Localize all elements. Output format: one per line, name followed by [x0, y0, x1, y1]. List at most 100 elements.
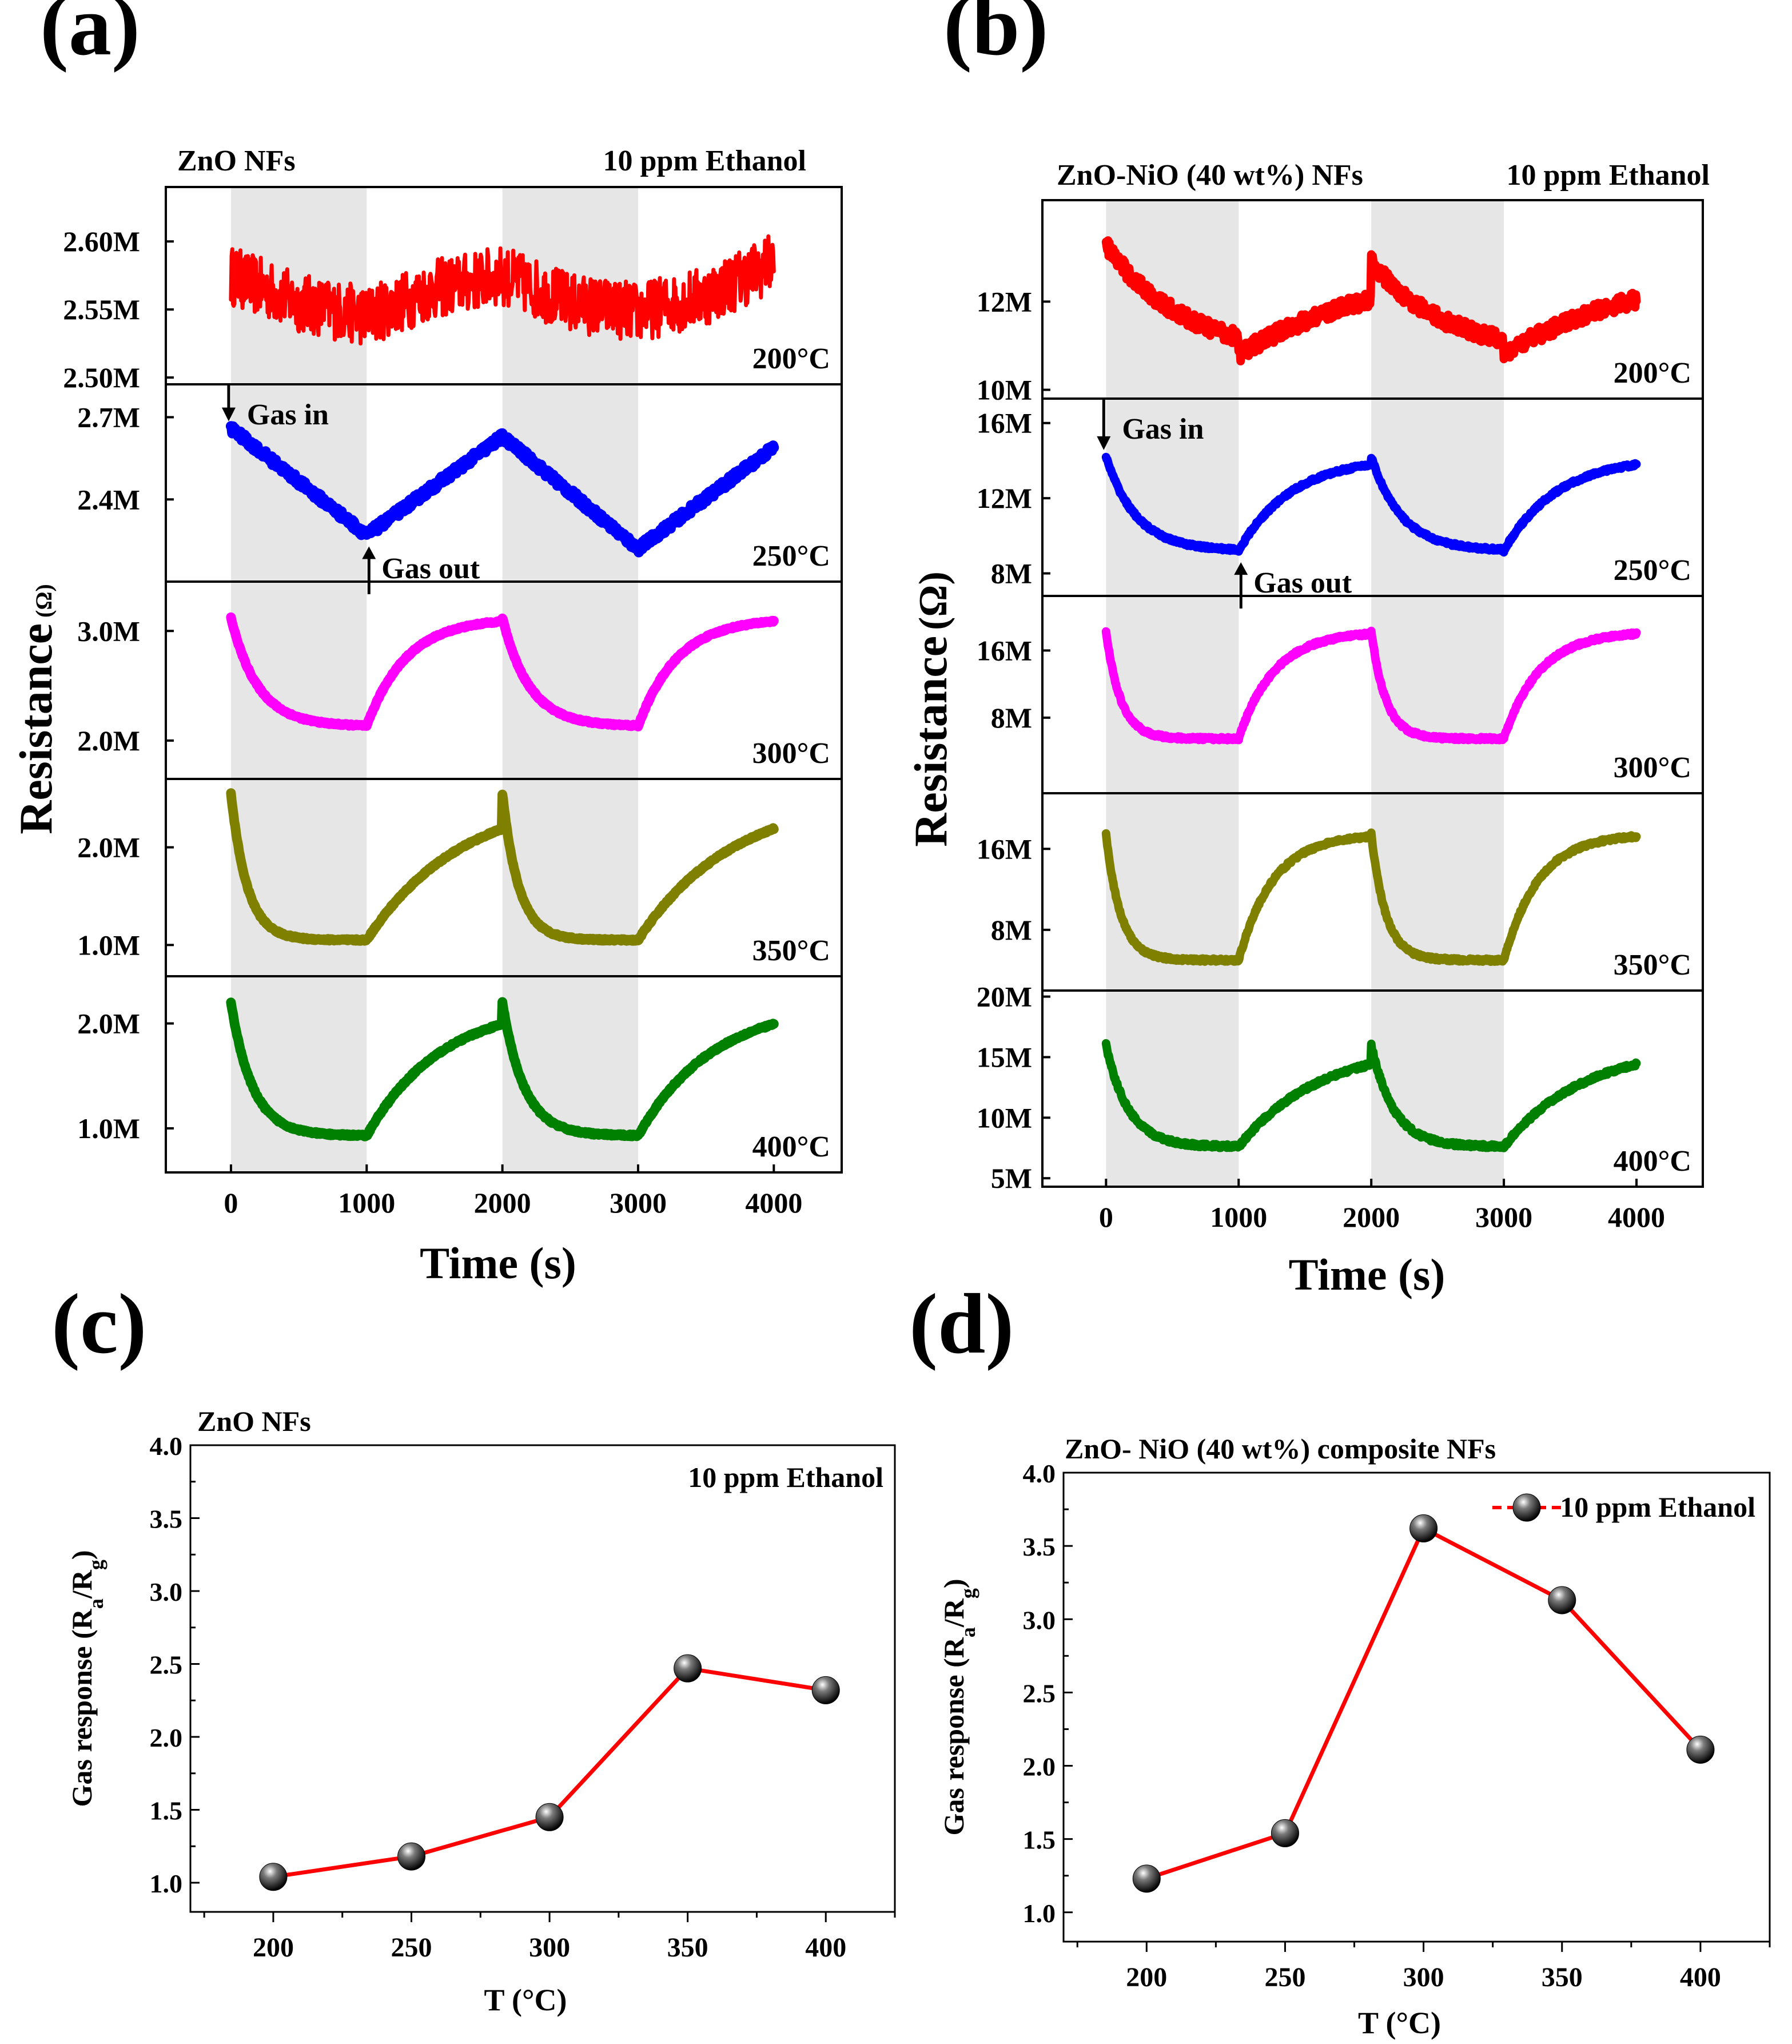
series-line-200°C	[229, 234, 776, 346]
y-axis-label: Resistance (Ω)	[10, 584, 62, 834]
y-tick-label: 3.0M	[77, 615, 140, 647]
y-label-sub: a	[957, 1627, 979, 1637]
x-tick-label: 3000	[610, 1187, 667, 1219]
temperature-label: 250°C	[752, 540, 830, 572]
gas-out-arrowhead	[1234, 562, 1248, 575]
x-tick-label: 250	[1264, 1962, 1305, 1993]
y-tick-label: 3.5	[150, 1505, 183, 1534]
series-line-200°C	[1101, 236, 1641, 365]
x-tick-label: 200	[253, 1932, 294, 1963]
gas-in-label: Gas in	[1122, 413, 1204, 446]
x-tick-label: 2000	[1343, 1201, 1400, 1233]
chart-d: ZnO- NiO (40 wt%) composite NFs 1.0 1.5 2.0…	[938, 1433, 1771, 2040]
gas-exposure-band	[1371, 200, 1504, 1187]
temperature-label: 400°C	[1614, 1145, 1691, 1178]
gas-out-label: Gas out	[1253, 567, 1352, 599]
y-label-part: Gas response (R	[66, 1608, 98, 1807]
x-tick-label: 350	[667, 1932, 708, 1963]
y-axis-label: Gas response (Ra/Rg)	[66, 1550, 107, 1807]
y-tick-label: 15M	[977, 1041, 1032, 1073]
plot-frame	[189, 1444, 896, 1913]
gas-out-arrowhead	[362, 546, 376, 559]
gas-in-arrowhead	[1097, 436, 1111, 450]
temperature-label: 300°C	[1614, 751, 1691, 784]
gas-exposure-band	[1106, 200, 1239, 1187]
data-point	[397, 1842, 426, 1871]
y-label-sub: g	[957, 1588, 979, 1598]
temperature-label: 300°C	[752, 737, 830, 770]
y-tick-label: 1.0	[1023, 1899, 1056, 1928]
y-tick-label: 1.5	[150, 1796, 183, 1826]
x-tick-label: 2000	[474, 1187, 531, 1219]
x-tick-label: 0	[224, 1187, 238, 1219]
y-tick-label: 1.0M	[77, 1112, 140, 1144]
panel-label-d: (d)	[909, 1276, 1014, 1371]
legend-label: 10 ppm Ethanol	[688, 1461, 883, 1493]
y-axis-label-unit: (Ω)	[911, 571, 955, 630]
y-label-sub: a	[85, 1598, 107, 1609]
x-tick-label: 350	[1542, 1962, 1583, 1993]
y-tick-label: 20M	[977, 981, 1032, 1013]
temperature-label: 350°C	[1614, 949, 1691, 981]
x-tick-label: 4000	[1608, 1201, 1665, 1233]
y-tick-label: 2.60M	[63, 225, 140, 257]
series-line-300°C	[226, 612, 779, 731]
y-tick-label: 12M	[977, 482, 1032, 514]
chart-subtitle: 10 ppm Ethanol	[1507, 159, 1710, 192]
gas-out-label: Gas out	[381, 552, 480, 585]
chart-subtitle: 10 ppm Ethanol	[603, 145, 806, 177]
y-tick-label: 2.4M	[77, 483, 140, 515]
y-tick-label: 4.0	[1023, 1459, 1056, 1488]
y-tick-label: 2.0M	[77, 832, 140, 864]
data-point	[811, 1676, 840, 1704]
panel-label-b: (b)	[943, 0, 1048, 73]
y-axis-label-main: Resistance	[905, 636, 957, 847]
y-tick-label: 8M	[991, 558, 1032, 590]
x-axis-label: T (°C)	[1358, 2006, 1441, 2040]
series-line-350°C	[226, 788, 779, 946]
y-tick-label: 10M	[977, 374, 1032, 406]
series-line-250°C	[225, 421, 779, 558]
data-point	[1548, 1586, 1576, 1614]
y-label-part: )	[66, 1550, 98, 1560]
chart-title: ZnO NFs	[197, 1405, 311, 1437]
y-tick-label: 2.5	[1023, 1679, 1056, 1708]
legend-marker	[1512, 1493, 1541, 1522]
y-tick-label: 1.0	[150, 1869, 183, 1898]
y-tick-label: 1.5	[1023, 1826, 1056, 1855]
x-tick-label: 0	[1099, 1201, 1113, 1233]
y-tick-label: 5M	[991, 1162, 1032, 1194]
y-tick-label: 3.5	[1023, 1532, 1056, 1561]
y-axis-label: Resistance (Ω)	[905, 571, 957, 847]
x-tick-label: 300	[529, 1932, 570, 1963]
temperature-label: 200°C	[752, 343, 830, 375]
y-tick-label: 2.7M	[77, 401, 140, 434]
y-tick-label: 2.0M	[77, 725, 140, 757]
series-line-400°C	[226, 997, 779, 1142]
series-line-350°C	[1101, 828, 1641, 966]
x-tick-label: 4000	[745, 1187, 802, 1219]
y-tick-label: 1.0M	[77, 929, 140, 961]
y-tick-label: 3.0	[150, 1577, 183, 1606]
temperature-label: 250°C	[1614, 554, 1691, 587]
y-label-part: /R	[66, 1569, 98, 1599]
legend-label: 10 ppm Ethanol	[1560, 1491, 1755, 1523]
y-tick-label: 2.55M	[63, 293, 140, 325]
y-tick-label: 3.0	[1023, 1605, 1056, 1635]
x-tick-label: 3000	[1475, 1201, 1532, 1233]
gas-in-label: Gas in	[247, 399, 329, 431]
chart-b: ZnO-NiO (40 wt%) NFs 10 ppm Ethanol 10M 12M…	[905, 159, 1710, 1299]
y-tick-label: 4.0	[150, 1431, 183, 1461]
x-tick-label: 1000	[1210, 1201, 1267, 1233]
chart-title: ZnO- NiO (40 wt%) composite NFs	[1065, 1433, 1496, 1465]
data-point	[674, 1654, 702, 1683]
y-axis-label: Gas response (Ra/Rg)	[938, 1579, 979, 1836]
chart-c: ZnO NFs 1.0 1.5 2.0 2.5 3.0 3.5 4.0 200 250 300 350…	[66, 1405, 896, 2017]
series-line-400°C	[1101, 1039, 1641, 1152]
x-tick-label: 250	[391, 1932, 432, 1963]
x-tick-label: 200	[1126, 1962, 1167, 1993]
x-tick-label: 1000	[338, 1187, 395, 1219]
data-point	[259, 1863, 288, 1891]
gas-in-arrowhead	[221, 407, 236, 421]
y-tick-label: 2.5	[150, 1651, 183, 1680]
